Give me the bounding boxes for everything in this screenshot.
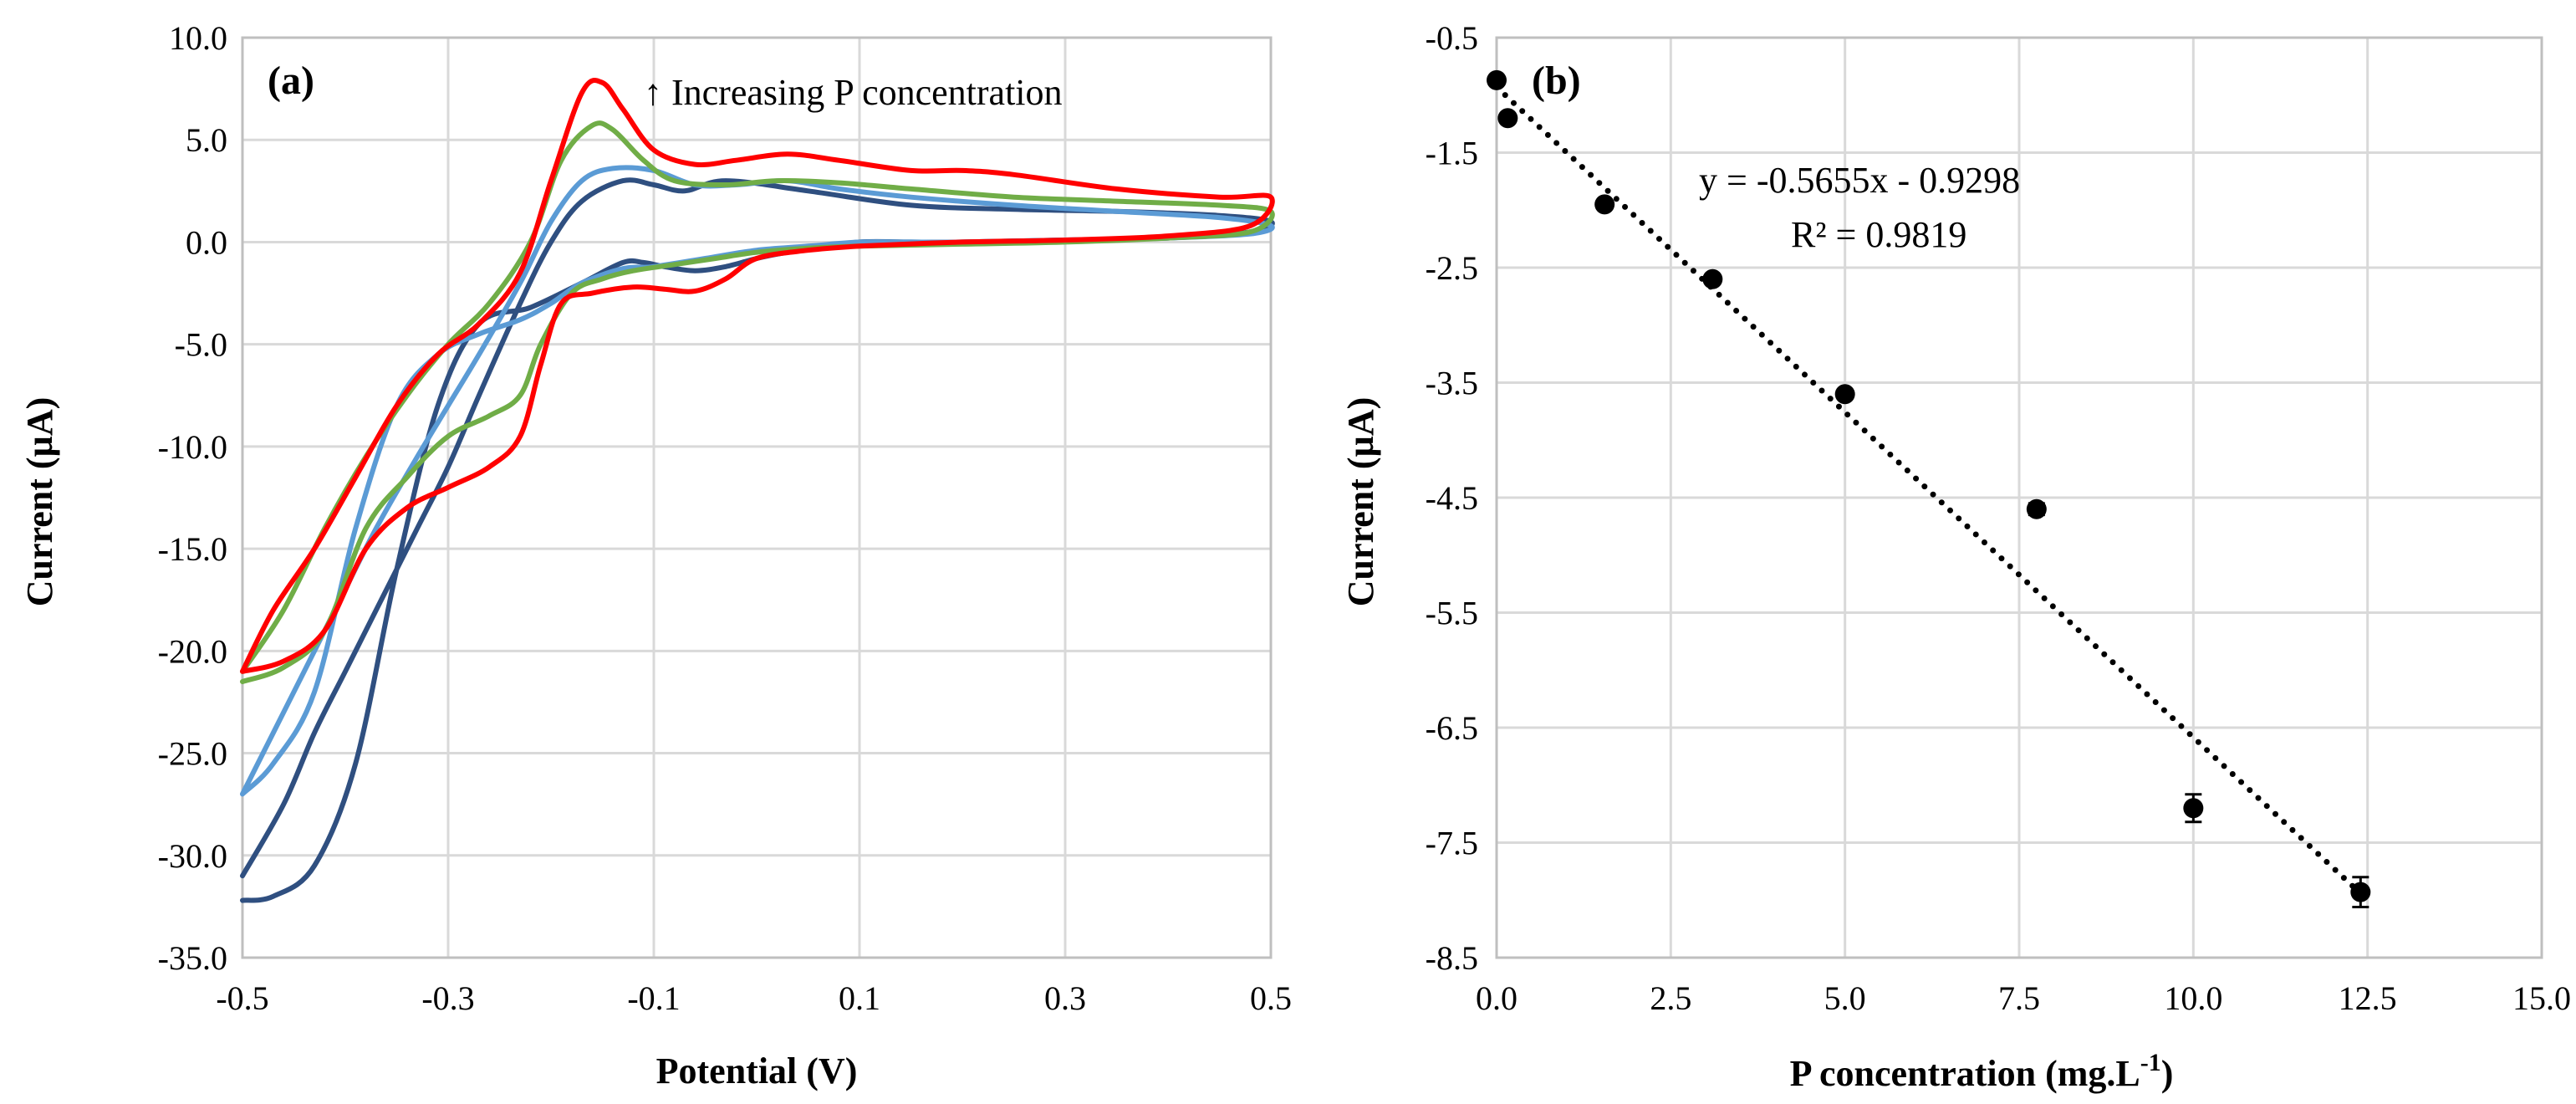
panel-a-gridlines xyxy=(241,36,1273,959)
panel-a-y-tick-label: -35.0 xyxy=(158,939,227,977)
panel-a-x-tick-label: 0.1 xyxy=(839,979,880,1017)
panel-b-x-tick-labels: 0.0 2.5 5.0 7.5 10.0 12.5 15.0 xyxy=(1476,979,2571,1017)
panel-a-y-tick-label: -30.0 xyxy=(158,837,227,875)
panel-a-label: (a) xyxy=(268,59,314,103)
panel-b-y-tick-label: -4.5 xyxy=(1426,479,1478,517)
panel-a-y-tick-label: 0.0 xyxy=(186,223,227,261)
panel-b-x-tick-label: 10.0 xyxy=(2164,979,2222,1017)
panel-a-y-tick-label: -20.0 xyxy=(158,632,227,670)
panel-b-x-tick-label: 7.5 xyxy=(1998,979,2040,1017)
panel-a-y-axis-title: Current (µA) xyxy=(19,397,60,607)
panel-b-x-axis-title-main: P concentration (mg.L xyxy=(1790,1053,2140,1094)
panel-b-y-axis-title: Current (µA) xyxy=(1340,397,1381,607)
panel-a-y-tick-labels: 10.0 5.0 0.0 -5.0 -10.0 -15.0 -20.0 -25.0 -30.0 -… xyxy=(158,19,227,977)
panel-b-y-tick-label: -7.5 xyxy=(1426,825,1478,862)
data-point xyxy=(1497,108,1518,129)
panel-a-x-tick-label: 0.3 xyxy=(1044,979,1086,1017)
panel-b: -0.5 -1.5 -2.5 -3.5 -4.5 -5.5 -6.5 -7.5 -8.5 0.0… xyxy=(1340,19,2571,1094)
panel-a-y-tick-label: -10.0 xyxy=(158,428,227,466)
panel-b-x-axis-title-end: ) xyxy=(2161,1053,2174,1094)
data-point xyxy=(2026,498,2047,519)
panel-a-y-tick-label: -5.0 xyxy=(175,326,227,364)
panel-b-y-tick-labels: -0.5 -1.5 -2.5 -3.5 -4.5 -5.5 -6.5 -7.5 -8.5 xyxy=(1426,19,1478,977)
panel-a-y-tick-label: 5.0 xyxy=(186,121,227,159)
panel-b-y-tick-label: -8.5 xyxy=(1426,939,1478,977)
panel-a-y-tick-label: 10.0 xyxy=(169,19,227,57)
panel-b-x-tick-label: 0.0 xyxy=(1476,979,1518,1017)
panel-b-y-tick-label: -1.5 xyxy=(1426,135,1478,172)
cv-curve-light-blue xyxy=(240,165,1275,797)
panel-b-y-tick-label: -6.5 xyxy=(1426,709,1478,747)
panel-b-y-tick-label: -5.5 xyxy=(1426,595,1478,632)
panel-b-x-tick-label: 15.0 xyxy=(2512,979,2571,1017)
panel-a-y-tick-label: -25.0 xyxy=(158,735,227,773)
panel-b-label: (b) xyxy=(1532,59,1581,103)
panel-a: 10.0 5.0 0.0 -5.0 -10.0 -15.0 -20.0 -25.0 -30.0 -… xyxy=(19,19,1292,1091)
data-point xyxy=(2350,882,2371,902)
data-point xyxy=(1594,194,1615,215)
panel-a-annotation: ↑ Increasing P concentration xyxy=(644,72,1063,113)
panel-a-x-tick-label: 0.5 xyxy=(1250,979,1292,1017)
cv-curve-dark-blue xyxy=(240,177,1275,903)
panel-b-x-tick-label: 2.5 xyxy=(1650,979,1691,1017)
panel-b-trendline-group xyxy=(1493,84,2364,897)
panel-b-x-tick-label: 12.5 xyxy=(2339,979,2397,1017)
data-point xyxy=(1487,69,1507,90)
data-point xyxy=(1834,384,1855,405)
panel-a-x-tick-labels: -0.5 -0.3 -0.1 0.1 0.3 0.5 xyxy=(216,979,1292,1017)
panel-a-plot-frame xyxy=(241,36,1273,959)
panel-a-series xyxy=(240,78,1275,903)
panel-b-x-axis-title-sup: -1 xyxy=(2140,1049,2161,1076)
panel-b-plot-frame xyxy=(1495,36,2543,959)
panel-a-x-tick-label: -0.3 xyxy=(421,979,474,1017)
panel-b-y-tick-label: -3.5 xyxy=(1426,365,1478,402)
panel-b-x-tick-label: 5.0 xyxy=(1824,979,1866,1017)
panel-b-x-axis-title: P concentration (mg.L-1) xyxy=(1790,1049,2174,1094)
panel-a-x-axis-title: Potential (V) xyxy=(656,1050,858,1091)
panel-a-x-tick-label: -0.5 xyxy=(216,979,268,1017)
cv-curve-red xyxy=(240,78,1275,674)
panel-b-y-tick-label: -0.5 xyxy=(1426,19,1478,57)
data-point xyxy=(2183,798,2204,819)
panel-b-points xyxy=(1487,69,2371,908)
trendline-equation: y = -0.5655x - 0.9298 xyxy=(1699,160,2020,201)
panel-b-y-tick-label: -2.5 xyxy=(1426,249,1478,287)
linear-trendline xyxy=(1493,84,2364,897)
panel-a-y-tick-label: -15.0 xyxy=(158,530,227,568)
data-point xyxy=(1702,268,1723,289)
panel-a-x-tick-label: -0.1 xyxy=(627,979,680,1017)
trendline-r-squared: R² = 0.9819 xyxy=(1791,214,1966,255)
